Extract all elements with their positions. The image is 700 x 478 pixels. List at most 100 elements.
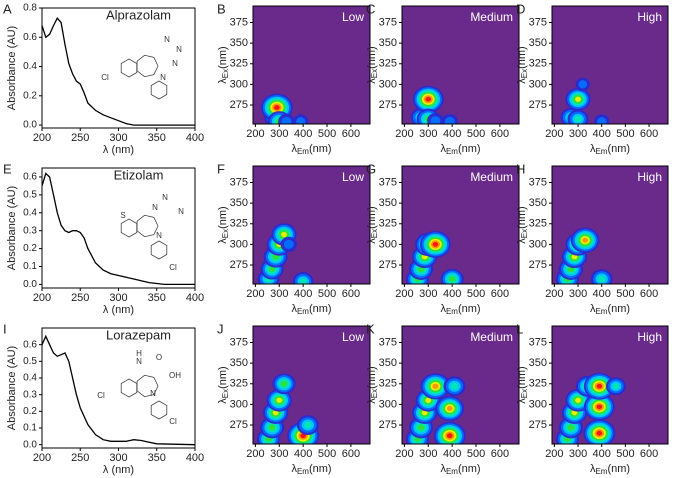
x-tick-label: 600 [640, 288, 658, 300]
x-axis-label: λEm(nm) [291, 463, 331, 476]
y-tick-label: 0.4 [23, 61, 37, 72]
structure-atom: N [136, 357, 142, 366]
y-tick-label: 275 [230, 99, 248, 111]
x-tick-label: 300 [419, 288, 437, 300]
structure-ring [136, 214, 159, 238]
y-label-symbol: λ [217, 398, 229, 404]
y-tick-label: 0.2 [23, 406, 37, 417]
plot-frame [252, 325, 371, 445]
x-label-symbol: λ [440, 463, 446, 475]
x-tick-label: 300 [419, 128, 437, 140]
y-axis-label: λEx(nm) [217, 366, 230, 403]
panel-line: A 200 250 300 350 400 0.0 0.2 0.4 0.6 0.8 λ (nm) Abs… [3, 1, 204, 155]
x-tick-label: 200 [33, 292, 51, 304]
y-tick-label: 275 [230, 419, 248, 431]
y-tick-label: 325 [529, 378, 547, 390]
y-tick-label: 350 [529, 357, 547, 369]
x-tick-label: 200 [395, 128, 413, 140]
y-label-sub: Ex [370, 229, 379, 238]
x-tick-label: 400 [593, 448, 611, 460]
y-tick-label: 325 [379, 218, 397, 230]
x-tick-label: 500 [616, 288, 634, 300]
contour-ring [432, 383, 439, 389]
emission-peak [412, 85, 444, 113]
y-tick-label: 0.6 [23, 339, 37, 350]
structure-atom: OH [169, 371, 181, 380]
contour-ring [598, 275, 606, 283]
emission-peak [441, 113, 459, 124]
y-tick-label: 300 [529, 238, 547, 250]
y-tick-label: 350 [379, 37, 397, 49]
level-title: Medium [470, 10, 513, 24]
y-label-symbol: λ [516, 238, 528, 244]
absorbance-line [41, 334, 196, 446]
y-tick-label: 375 [379, 16, 397, 28]
level-title: High [637, 170, 662, 184]
contour-layer [405, 230, 464, 284]
y-axis-label: λEx(nm) [217, 206, 230, 243]
x-label-unit: (nm) [458, 143, 481, 155]
plot-frame [551, 5, 669, 125]
emission-peak [420, 373, 451, 400]
emission-peak [583, 419, 616, 444]
y-tick-label: 325 [230, 58, 248, 70]
x-tick-label: 600 [342, 128, 360, 140]
emission-peak [583, 372, 615, 400]
contour-ring [274, 105, 280, 110]
x-tick-label: 200 [33, 132, 51, 144]
plot-frame [401, 5, 520, 125]
x-label-symbol: λ [291, 143, 297, 155]
structure-atom: N [172, 59, 178, 68]
structure-ring [136, 54, 159, 78]
y-tick-label: 0.0 [23, 279, 37, 290]
y-tick-label: 0.2 [23, 90, 37, 101]
emission-peak [435, 395, 465, 422]
panel-letter: F [217, 161, 225, 176]
x-label-symbol: λ [590, 303, 596, 315]
y-axis-label: λEx(nm) [516, 46, 529, 83]
structure-atom: S [120, 211, 125, 220]
emission-peak [440, 268, 464, 284]
y-tick-label: 375 [529, 16, 547, 28]
contour-ring [304, 421, 312, 429]
contour-ring [283, 239, 294, 250]
structure-atom: Cl [101, 73, 109, 82]
y-tick-label: 350 [230, 197, 248, 209]
x-tick-label: 600 [640, 448, 658, 460]
emission-peak [565, 87, 591, 111]
y-tick-label: 275 [379, 259, 397, 271]
contour-ring [567, 424, 575, 431]
y-tick-label: 300 [230, 78, 248, 90]
y-tick-label: 0.3 [23, 389, 37, 400]
y-tick-label: 300 [529, 398, 547, 410]
x-axis-label: λEm(nm) [440, 143, 480, 156]
y-tick-label: 300 [230, 398, 248, 410]
plot-frame [252, 165, 371, 285]
structure-ring [150, 400, 168, 420]
contour-ring [574, 115, 582, 123]
y-label-symbol: λ [366, 398, 378, 404]
structure-atom: H [136, 349, 142, 358]
x-tick-label: 600 [640, 128, 658, 140]
contour-ring [268, 424, 276, 431]
contour-ring [450, 382, 459, 390]
x-axis-label: λ (nm) [103, 464, 134, 476]
compound-name: Lorazepam [106, 327, 171, 342]
y-label-unit: (nm) [217, 46, 229, 69]
plot-frame [551, 325, 669, 445]
x-label-sub: Em [595, 307, 607, 316]
emission-peak [266, 388, 292, 412]
contour-ring [575, 397, 581, 403]
emission-peak [293, 114, 309, 124]
x-tick-label: 300 [569, 448, 587, 460]
x-tick-label: 200 [246, 128, 264, 140]
emission-peak [605, 377, 626, 396]
y-label-unit: (nm) [516, 206, 528, 229]
x-label-symbol: λ [590, 463, 596, 475]
contour-ring [596, 404, 603, 410]
x-tick-label: 600 [342, 448, 360, 460]
